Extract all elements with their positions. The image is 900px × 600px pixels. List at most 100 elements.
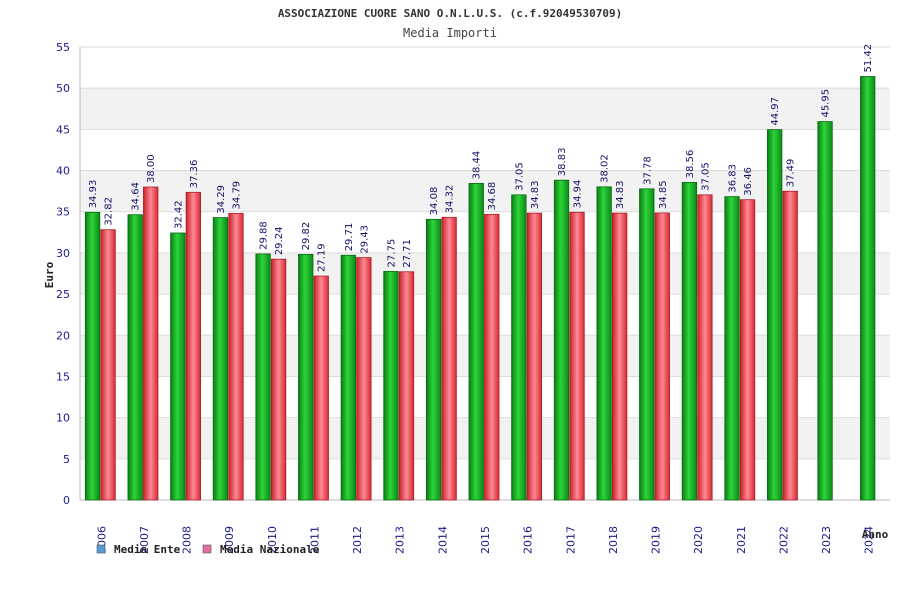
x-tick-label: 2007	[138, 526, 151, 554]
data-label: 37.78	[642, 156, 653, 185]
data-label: 37.49	[786, 159, 797, 188]
x-tick-label: 2016	[522, 526, 535, 554]
grid-band	[80, 88, 890, 130]
x-tick-label: 2008	[181, 526, 194, 554]
x-tick-label: 2023	[820, 526, 833, 554]
data-label: 29.82	[301, 222, 312, 251]
data-label: 29.88	[259, 221, 270, 250]
data-label: 36.83	[728, 164, 739, 193]
y-tick-label: 55	[56, 41, 70, 54]
data-label: 34.08	[429, 187, 440, 216]
y-tick-label: 15	[56, 370, 70, 383]
bar-media-ente	[298, 253, 314, 501]
bar-media-nazionale	[526, 212, 543, 501]
x-tick-label: 2014	[436, 526, 449, 554]
bar-media-nazionale	[441, 216, 457, 501]
bar-media-ente	[212, 217, 229, 501]
bar-media-nazionale	[313, 275, 329, 501]
chart-subtitle: Media Importi	[403, 26, 497, 40]
bar-media-ente	[553, 179, 570, 501]
bar-media-ente	[860, 76, 876, 501]
bar-media-nazionale	[782, 190, 798, 501]
bar-media-ente	[639, 188, 655, 501]
data-label: 34.68	[487, 182, 498, 211]
bar-media-nazionale	[185, 191, 201, 501]
data-label: 27.75	[386, 239, 397, 268]
x-tick-label: 2020	[692, 526, 705, 554]
data-label: 34.94	[573, 180, 584, 209]
y-tick-label: 35	[56, 206, 70, 219]
y-axis-label: Euro	[43, 261, 56, 288]
data-label: 32.82	[104, 197, 115, 226]
data-label: 34.29	[216, 185, 227, 214]
legend-label: Media Ente	[114, 543, 181, 556]
data-label: 29.24	[274, 227, 285, 256]
bar-media-ente	[468, 182, 484, 501]
y-tick-label: 0	[63, 494, 70, 507]
data-label: 34.83	[530, 180, 541, 209]
data-label: 37.36	[189, 160, 200, 189]
bar-media-nazionale	[356, 257, 372, 501]
y-tick-label: 45	[56, 123, 70, 136]
data-label: 29.71	[344, 223, 355, 252]
bar-media-ente	[511, 194, 527, 501]
data-label: 51.42	[863, 44, 874, 73]
bar-media-ente	[255, 253, 271, 501]
data-label: 29.43	[359, 225, 370, 254]
bar-media-ente	[681, 182, 698, 501]
data-label: 38.00	[146, 154, 157, 183]
data-label: 44.97	[770, 97, 781, 126]
data-label: 34.93	[88, 180, 99, 209]
data-label: 38.83	[557, 148, 568, 177]
x-tick-label: 2018	[607, 526, 620, 554]
bar-media-nazionale	[100, 229, 116, 501]
x-tick-label: 2011	[308, 526, 321, 554]
data-label: 27.19	[317, 243, 328, 272]
x-tick-label: 2015	[479, 526, 492, 554]
bar-media-ente	[767, 129, 783, 501]
data-label: 34.32	[445, 185, 456, 214]
x-tick-label: 2021	[735, 526, 748, 554]
data-label: 36.46	[743, 167, 754, 196]
x-tick-label: 2019	[650, 526, 663, 554]
bar-media-ente	[425, 218, 442, 501]
y-axis: 0 5 10 15 20 25 30 35 40 45 50 55	[56, 41, 70, 507]
y-tick-label: 30	[56, 247, 70, 260]
data-label: 34.79	[231, 181, 242, 210]
bar-media-nazionale	[697, 194, 713, 501]
data-label: 37.05	[514, 162, 525, 191]
data-label: 37.05	[700, 162, 711, 191]
x-tick-label: 2024	[863, 526, 876, 554]
bar-media-nazionale	[654, 212, 670, 501]
x-tick-label: 2017	[564, 526, 577, 554]
legend-swatch	[202, 544, 212, 554]
data-label: 38.02	[600, 154, 611, 183]
x-tick-label: 2012	[351, 526, 364, 554]
y-tick-label: 10	[56, 412, 70, 425]
y-tick-label: 5	[63, 453, 70, 466]
x-axis: 2006 2007 2008 2009 2010 2011 2012 2013 2014 2015…	[95, 526, 875, 554]
bar-media-nazionale	[143, 186, 159, 501]
bar-media-nazionale	[398, 271, 415, 501]
chart-title: ASSOCIAZIONE CUORE SANO O.N.L.U.S. (c.f.…	[278, 7, 622, 20]
bar-media-nazionale	[569, 211, 585, 501]
legend: Media Ente Media Nazionale	[96, 543, 320, 556]
bar-media-nazionale	[228, 213, 244, 501]
data-label: 34.64	[131, 182, 142, 211]
data-label: 34.85	[658, 180, 669, 209]
bar-media-ente	[170, 232, 186, 501]
legend-swatch	[96, 544, 106, 554]
bar-media-ente	[127, 214, 143, 501]
bar-media-ente	[84, 211, 101, 501]
x-tick-label: 2013	[394, 526, 407, 554]
data-label: 32.42	[173, 200, 184, 229]
bar-media-ente	[724, 196, 740, 501]
bar-media-nazionale	[611, 212, 628, 501]
bar-media-ente	[596, 186, 612, 501]
x-tick-label: 2009	[223, 526, 236, 554]
data-label: 38.44	[472, 151, 483, 180]
y-tick-label: 20	[56, 329, 70, 342]
y-tick-label: 25	[56, 288, 70, 301]
legend-label: Media Nazionale	[220, 543, 320, 556]
